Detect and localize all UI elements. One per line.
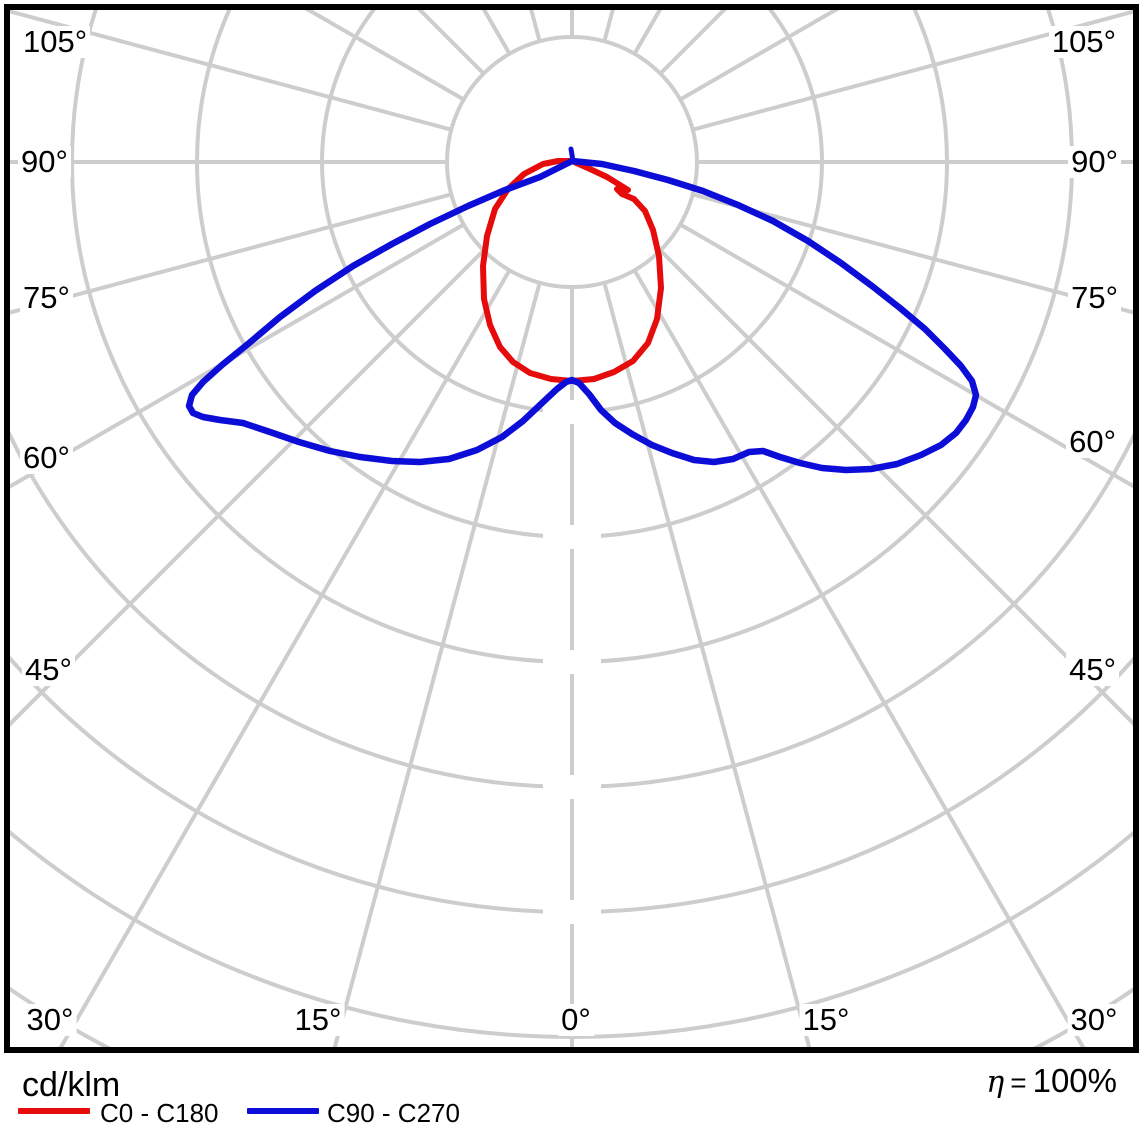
legend-label-c90-c270: C90 - C270 (327, 1098, 460, 1128)
angle-label-right-45: 45° (1066, 654, 1119, 686)
angle-label-right-60: 60° (1066, 426, 1119, 458)
angle-label-bottom-15L: 15° (291, 1004, 345, 1036)
eta-value: 100% (1032, 1062, 1117, 1099)
angle-label-left-45: 45° (22, 654, 75, 686)
angle-label-bottom-0: 0° (558, 1004, 594, 1036)
angle-label-bottom-15R: 15° (799, 1004, 853, 1036)
angle-label-right-105: 105° (1048, 26, 1119, 58)
angle-label-left-75: 75° (20, 282, 73, 314)
angle-label-bottom-30L: 30° (23, 1004, 77, 1036)
angle-label-left-105: 105° (20, 26, 91, 58)
legend-swatch-c0-c180 (18, 1108, 90, 1114)
efficiency-readout: η = 100% (986, 1062, 1117, 1100)
angle-label-right-75: 75° (1068, 282, 1121, 314)
eta-equals: = (1010, 1067, 1027, 1098)
legend-swatch-c90-c270 (247, 1108, 319, 1114)
unit-label: cd/klm (22, 1066, 121, 1104)
angle-label-left-60: 60° (20, 442, 73, 474)
angle-label-right-90: 90° (1068, 146, 1121, 178)
angle-label-left-90: 90° (18, 146, 71, 178)
legend-label-c0-c180: C0 - C180 (100, 1098, 219, 1128)
eta-symbol: η (986, 1065, 1005, 1100)
angle-label-bottom-30R: 30° (1067, 1004, 1121, 1036)
